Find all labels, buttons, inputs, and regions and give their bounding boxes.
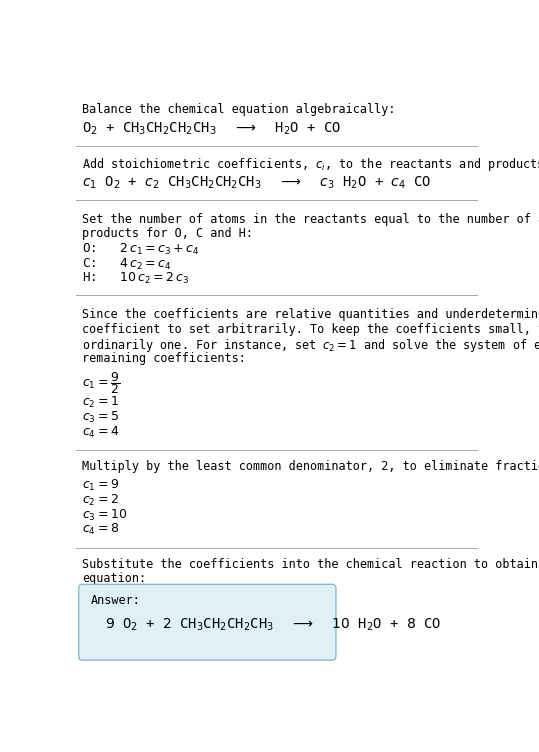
Text: Answer:: Answer: bbox=[91, 593, 140, 607]
Text: $c_3 = 5$: $c_3 = 5$ bbox=[82, 410, 119, 425]
Text: $c_1 = \dfrac{9}{2}$: $c_1 = \dfrac{9}{2}$ bbox=[82, 370, 120, 396]
Text: Multiply by the least common denominator, 2, to eliminate fractional coefficient: Multiply by the least common denominator… bbox=[82, 460, 539, 473]
Text: $c_4 = 8$: $c_4 = 8$ bbox=[82, 522, 119, 537]
Text: coefficient to set arbitrarily. To keep the coefficients small, the arbitrary va: coefficient to set arbitrarily. To keep … bbox=[82, 323, 539, 335]
Text: $c_2 = 2$: $c_2 = 2$ bbox=[82, 493, 119, 508]
Text: remaining coefficients:: remaining coefficients: bbox=[82, 352, 246, 365]
Text: $c_3 = 10$: $c_3 = 10$ bbox=[82, 508, 127, 523]
Text: $c_2 = 1$: $c_2 = 1$ bbox=[82, 396, 119, 411]
Text: Set the number of atoms in the reactants equal to the number of atoms in the: Set the number of atoms in the reactants… bbox=[82, 213, 539, 226]
Text: $c_1 = 9$: $c_1 = 9$ bbox=[82, 478, 119, 493]
Text: Balance the chemical equation algebraically:: Balance the chemical equation algebraica… bbox=[82, 103, 396, 116]
FancyBboxPatch shape bbox=[79, 584, 336, 660]
Text: $c_1$ O$_2$ + $c_2$ CH$_3$CH$_2$CH$_2$CH$_3$  $\longrightarrow$  $c_3$ H$_2$O + : $c_1$ O$_2$ + $c_2$ CH$_3$CH$_2$CH$_2$CH… bbox=[82, 174, 431, 191]
Text: $9$ O$_2$ + $2$ CH$_3$CH$_2$CH$_2$CH$_3$  $\longrightarrow$  $10$ H$_2$O + $8$ C: $9$ O$_2$ + $2$ CH$_3$CH$_2$CH$_2$CH$_3$… bbox=[105, 617, 441, 633]
Text: O$_2$ + CH$_3$CH$_2$CH$_2$CH$_3$  $\longrightarrow$  H$_2$O + CO: O$_2$ + CH$_3$CH$_2$CH$_2$CH$_3$ $\longr… bbox=[82, 121, 341, 137]
Text: Since the coefficients are relative quantities and underdetermined, choose a: Since the coefficients are relative quan… bbox=[82, 308, 539, 321]
Text: O:   $2\,c_1 = c_3 + c_4$: O: $2\,c_1 = c_3 + c_4$ bbox=[82, 242, 200, 257]
Text: ordinarily one. For instance, set $c_2 = 1$ and solve the system of equations fo: ordinarily one. For instance, set $c_2 =… bbox=[82, 338, 539, 354]
Text: $c_4 = 4$: $c_4 = 4$ bbox=[82, 425, 119, 440]
Text: C:   $4\,c_2 = c_4$: C: $4\,c_2 = c_4$ bbox=[82, 256, 171, 271]
Text: Add stoichiometric coefficients, $c_i$, to the reactants and products:: Add stoichiometric coefficients, $c_i$, … bbox=[82, 156, 539, 174]
Text: equation:: equation: bbox=[82, 572, 146, 585]
Text: H:   $10\,c_2 = 2\,c_3$: H: $10\,c_2 = 2\,c_3$ bbox=[82, 271, 189, 287]
Text: Substitute the coefficients into the chemical reaction to obtain the balanced: Substitute the coefficients into the che… bbox=[82, 558, 539, 571]
Text: products for O, C and H:: products for O, C and H: bbox=[82, 227, 253, 240]
